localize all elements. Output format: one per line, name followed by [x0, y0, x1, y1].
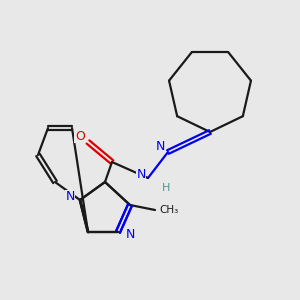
Text: N: N — [155, 140, 165, 152]
Text: N: N — [136, 169, 146, 182]
Text: O: O — [75, 130, 85, 142]
Text: H: H — [160, 183, 168, 193]
Text: N: N — [65, 190, 75, 203]
Text: N: N — [136, 169, 146, 182]
Text: CH₃: CH₃ — [159, 205, 178, 215]
Text: N: N — [65, 190, 75, 203]
Text: N: N — [155, 140, 165, 154]
Text: H: H — [162, 183, 170, 193]
Text: O: O — [75, 130, 85, 142]
Text: N: N — [123, 229, 133, 242]
Text: N: N — [125, 229, 135, 242]
